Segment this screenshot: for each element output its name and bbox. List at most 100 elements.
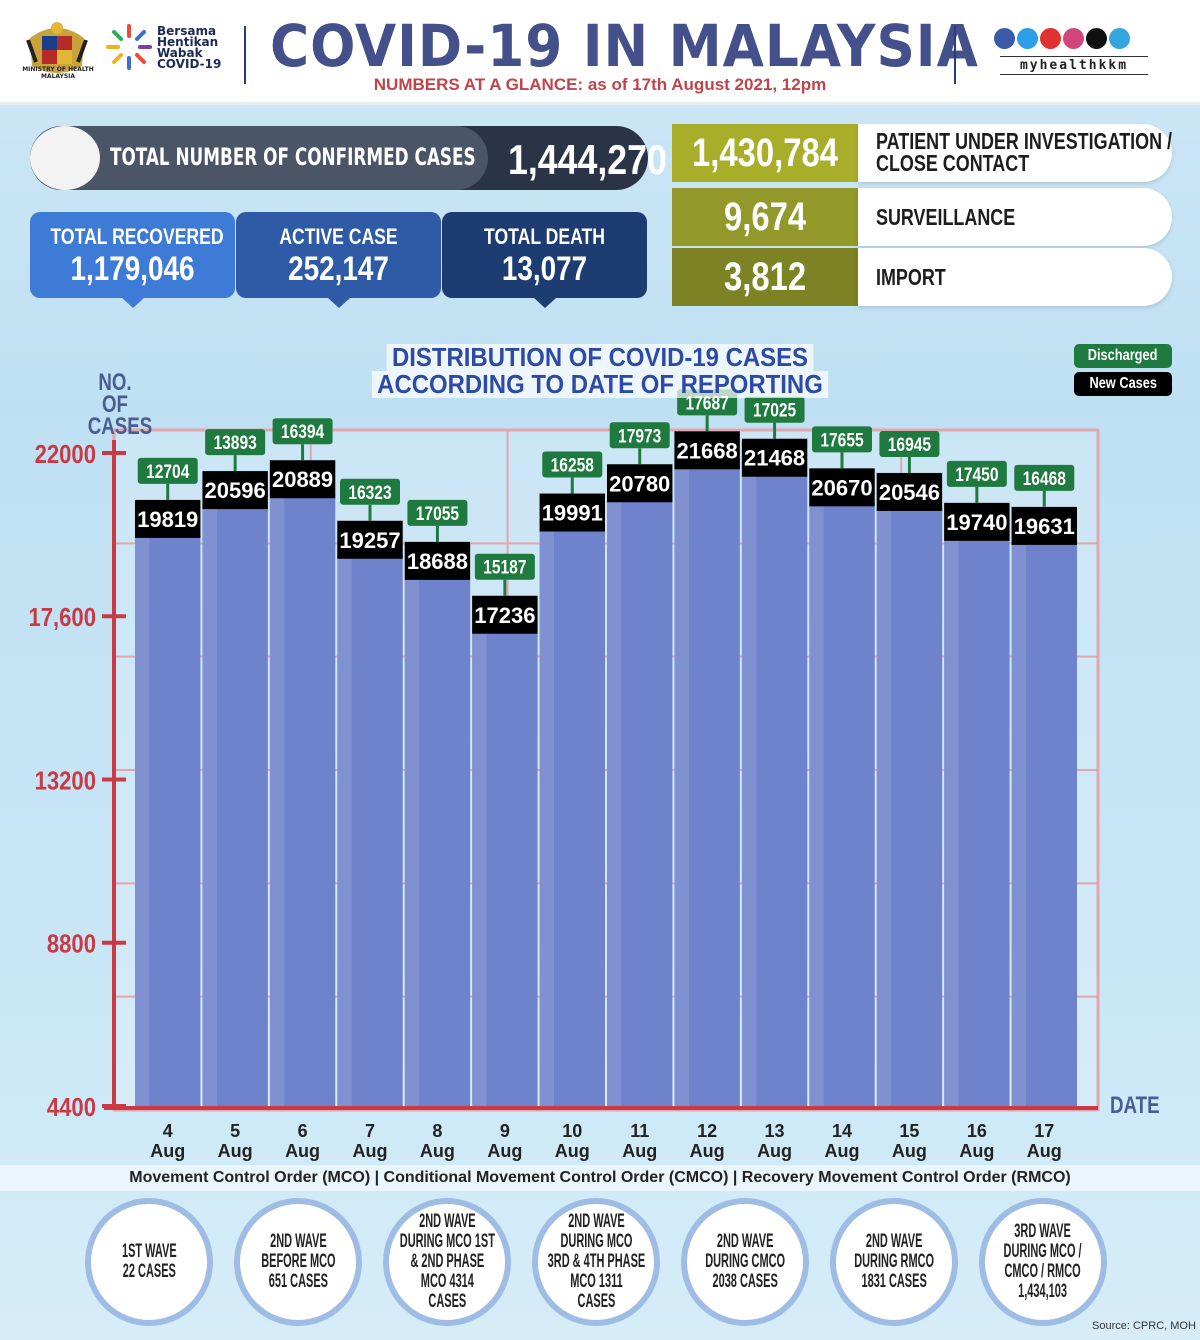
bar-new-cases — [472, 629, 538, 1106]
new-cases-label-bg — [1011, 506, 1077, 545]
instagram-icon[interactable] — [1063, 28, 1084, 49]
header-divider — [244, 26, 246, 84]
campaign-text: Bersama Hentikan Wabak COVID-19 — [157, 24, 222, 71]
wave-line: 2ND WAVE — [716, 1231, 774, 1252]
recovered-value: 1,179,046 — [70, 250, 195, 288]
bar-highlight — [135, 533, 150, 1106]
x-tick-label: Aug — [487, 1141, 522, 1161]
facebook-icon[interactable] — [994, 28, 1015, 49]
wave-line: DURING MCO / — [1003, 1241, 1083, 1262]
social-handle[interactable]: myhealthkkm — [1000, 56, 1148, 75]
bar-new-cases — [876, 506, 943, 1106]
legend-new-cases: New Cases — [1074, 372, 1172, 396]
wave-circle: 2ND WAVE DURING MCO 1ST & 2ND PHASE MCO … — [383, 1198, 511, 1326]
bar-new-cases — [539, 527, 605, 1106]
discharged-label-bg — [879, 430, 940, 457]
discharged-label-bg — [946, 460, 1007, 487]
telegram-icon[interactable] — [1109, 28, 1130, 49]
new-cases-label-bg — [202, 471, 268, 510]
bar-highlight — [607, 498, 622, 1106]
legend-discharged: Discharged — [1074, 344, 1172, 368]
campaign-line: Bersama — [157, 24, 217, 38]
twitter-icon[interactable] — [1017, 28, 1038, 49]
bar-new-cases — [337, 554, 403, 1106]
new-cases-label-bg — [269, 460, 336, 499]
bar-new-cases — [607, 498, 673, 1106]
breakdown-row-import: 3,812 IMPORT — [672, 248, 1172, 306]
bar-highlight — [876, 506, 892, 1106]
new-cases-label-bg — [472, 595, 538, 634]
bar-highlight — [539, 527, 554, 1106]
bar-new-cases — [404, 575, 471, 1106]
bar-new-cases — [674, 465, 740, 1106]
discharged-label-bg — [474, 553, 535, 580]
discharged-label: 13893 — [213, 432, 257, 454]
discharged-label-bg — [812, 426, 872, 453]
x-axis-title: DATE — [1110, 1092, 1160, 1119]
discharged-label: 17055 — [416, 502, 460, 524]
x-tick-label: 15 — [899, 1121, 919, 1141]
breakdown-value: 3,812 — [672, 248, 858, 306]
legend-label: New Cases — [1089, 375, 1157, 392]
wave-line: 3RD WAVE — [1014, 1221, 1072, 1242]
y-tick-label: 8800 — [47, 930, 96, 959]
new-cases-label: 20546 — [879, 480, 940, 505]
new-cases-label-bg — [539, 493, 605, 532]
wave-line: DURING CMCO — [705, 1251, 785, 1272]
discharged-label-bg — [272, 418, 333, 445]
new-cases-label: 19991 — [542, 501, 603, 526]
bar-highlight — [269, 494, 285, 1107]
x-tick-label: 16 — [967, 1121, 987, 1141]
active-box: ACTIVE CASE 252,147 — [236, 212, 441, 308]
bar-new-cases — [135, 533, 201, 1106]
new-cases-label-bg — [607, 464, 673, 503]
youtube-icon[interactable] — [1040, 28, 1061, 49]
death-value: 13,077 — [501, 250, 588, 288]
bar-new-cases — [269, 494, 336, 1107]
discharged-label: 15187 — [483, 556, 526, 578]
bar-highlight — [809, 502, 824, 1106]
wave-line: 2038 CASES — [712, 1271, 778, 1292]
header: MINISTRY OF HEALTH MALAYSIA Bersama Hent… — [0, 0, 1200, 105]
discharged-label: 16468 — [1023, 467, 1067, 489]
x-tick-label: Aug — [1027, 1141, 1062, 1161]
wave-circle: 3RD WAVE DURING MCO / CMCO / RMCO 1,434,… — [979, 1198, 1107, 1326]
header-divider — [954, 26, 956, 84]
legend-label: Discharged — [1088, 347, 1158, 364]
x-tick-label: 7 — [365, 1121, 375, 1141]
wave-line: CASES — [577, 1291, 615, 1312]
bar-new-cases — [944, 536, 1010, 1106]
x-tick-label: 13 — [765, 1121, 785, 1141]
x-tick-label: Aug — [420, 1141, 455, 1161]
death-box: TOTAL DEATH 13,077 — [442, 212, 647, 308]
wave-line: DURING MCO — [560, 1231, 632, 1252]
total-confirmed-pill: TOTAL NUMBER OF CONFIRMED CASES 1,444,27… — [30, 126, 667, 190]
bar-highlight — [202, 505, 217, 1107]
campaign-line: COVID-19 — [157, 57, 222, 71]
discharged-label: 16323 — [348, 481, 392, 503]
wave-circle: 2ND WAVE DURING RMCO 1831 CASES — [830, 1198, 958, 1326]
new-cases-label-bg — [876, 472, 943, 511]
bar-highlight — [404, 575, 420, 1106]
x-tick-label: 17 — [1034, 1121, 1054, 1141]
wave-line: DURING MCO 1ST — [399, 1231, 495, 1252]
y-axis-title-line: CASES — [87, 413, 153, 440]
y-tick-label: 17,600 — [28, 604, 96, 633]
x-tick-label: Aug — [218, 1141, 253, 1161]
x-tick-label: Aug — [825, 1141, 860, 1161]
bar-highlight — [472, 629, 487, 1106]
new-cases-label-bg — [944, 502, 1010, 541]
new-cases-label: 19819 — [137, 507, 198, 532]
new-cases-label: 17236 — [474, 603, 535, 628]
new-cases-label: 20889 — [272, 467, 333, 492]
social-icons — [994, 28, 1154, 52]
breakdown-label: SURVEILLANCE — [858, 188, 1172, 246]
box-pointer — [328, 298, 350, 308]
wave-line: DURING RMCO — [854, 1251, 934, 1272]
bar-new-cases — [202, 505, 268, 1107]
x-tick-label: 14 — [832, 1121, 852, 1141]
wave-line: 1,434,103 — [1018, 1281, 1068, 1302]
wave-line: 22 CASES — [122, 1261, 176, 1282]
chart-title: DISTRIBUTION OF COVID-19 CASES ACCORDING… — [361, 344, 839, 398]
tiktok-icon[interactable] — [1086, 28, 1107, 49]
